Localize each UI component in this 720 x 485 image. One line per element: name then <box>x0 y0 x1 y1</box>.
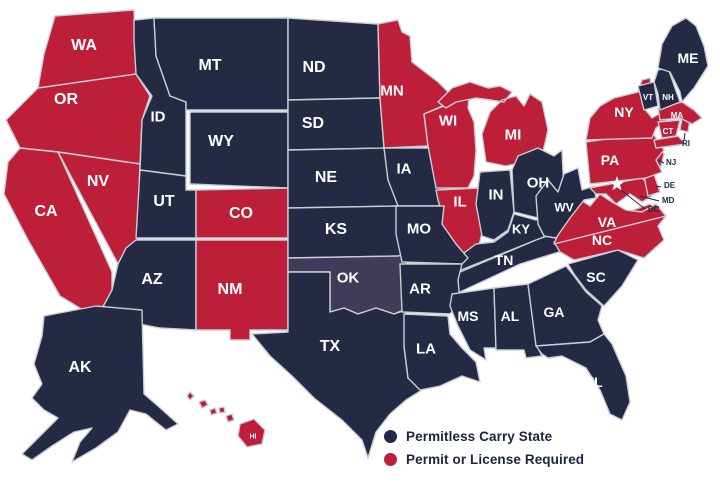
state-ca <box>3 147 113 319</box>
state-label-sd: SD <box>302 115 324 132</box>
state-label-az: AZ <box>141 271 163 288</box>
state-la <box>403 313 481 391</box>
state-label-wv: WV <box>554 200 573 214</box>
state-label-de: DE <box>664 181 676 190</box>
state-label-ky: KY <box>512 222 530 237</box>
state-label-wa: WA <box>71 37 97 54</box>
legend-dot-permit <box>384 453 397 466</box>
state-label-ma: MA <box>671 111 684 120</box>
state-label-wi: WI <box>439 112 457 129</box>
state-label-nj: NJ <box>666 158 676 167</box>
leader-line-md <box>639 195 660 202</box>
state-label-ri: RI <box>682 139 690 148</box>
state-label-co: CO <box>229 205 253 222</box>
state-wy <box>189 111 289 189</box>
leader-line-nj <box>657 159 665 164</box>
state-label-me: ME <box>678 50 699 66</box>
state-label-vt: VT <box>643 93 653 102</box>
state-label-mt: MT <box>198 57 221 74</box>
state-label-ga: GA <box>544 304 565 320</box>
state-label-or: OR <box>54 91 78 108</box>
legend-label-permit: Permit or License Required <box>406 452 585 467</box>
state-pa <box>585 131 665 185</box>
state-ma <box>657 101 703 125</box>
state-tx <box>251 271 423 459</box>
state-ct <box>657 119 681 139</box>
state-label-wy: WY <box>208 133 234 150</box>
state-label-nv: NV <box>87 173 110 190</box>
legend: Permitless Carry State Permit or License… <box>384 429 584 467</box>
state-ak <box>21 305 179 463</box>
state-vt <box>637 81 659 111</box>
leader-line-dc <box>620 189 646 210</box>
state-nh <box>653 67 681 111</box>
state-dc <box>609 176 625 191</box>
state-label-al: AL <box>501 308 520 324</box>
state-label-oh: OH <box>527 174 550 191</box>
state-label-ne: NE <box>315 169 338 186</box>
state-label-nd: ND <box>302 59 325 76</box>
state-label-nh: NH <box>662 93 674 102</box>
state-label-nm: NM <box>218 281 243 298</box>
legend-label-permitless: Permitless Carry State <box>406 429 553 444</box>
leader-line-de <box>655 185 662 188</box>
state-label-ar: AR <box>409 280 431 297</box>
legend-item-permit: Permit or License Required <box>384 452 584 467</box>
state-hi <box>186 391 266 448</box>
state-mo <box>395 205 469 265</box>
state-label-nc: NC <box>592 232 612 248</box>
state-label-ny: NY <box>614 104 634 120</box>
legend-item-permitless: Permitless Carry State <box>384 429 584 444</box>
state-label-mn: MN <box>380 82 403 99</box>
state-label-sc: SC <box>586 269 605 285</box>
state-label-ia: IA <box>397 160 412 177</box>
state-md <box>589 177 653 205</box>
state-label-id: ID <box>151 108 166 125</box>
state-label-md: MD <box>662 196 675 205</box>
state-mn <box>377 19 457 149</box>
state-label-il: IL <box>453 193 466 210</box>
state-wv <box>535 167 597 239</box>
state-in <box>475 169 515 241</box>
state-label-pa: PA <box>601 152 619 168</box>
state-label-ok: OK <box>337 269 360 286</box>
state-label-fl: FL <box>585 374 603 390</box>
state-fl <box>535 333 631 421</box>
state-label-in: IN <box>489 186 504 203</box>
state-label-hi: HI <box>250 434 257 441</box>
state-label-tn: TN <box>495 252 514 268</box>
state-label-ak: AK <box>68 359 92 376</box>
leader-line-ri <box>683 132 686 141</box>
legend-dot-permitless <box>384 430 397 443</box>
state-label-mo: MO <box>407 220 431 237</box>
state-label-ct: CT <box>663 127 674 136</box>
state-label-va: VA <box>598 214 616 230</box>
state-label-mi: MI <box>505 126 522 143</box>
state-label-tx: TX <box>320 338 341 355</box>
state-label-ut: UT <box>153 193 175 210</box>
state-label-ms: MS <box>458 308 479 324</box>
state-me <box>657 17 709 103</box>
state-label-ks: KS <box>325 221 348 238</box>
state-label-ca: CA <box>34 203 58 220</box>
state-label-dc: DC <box>648 205 660 214</box>
state-label-la: LA <box>416 340 436 357</box>
